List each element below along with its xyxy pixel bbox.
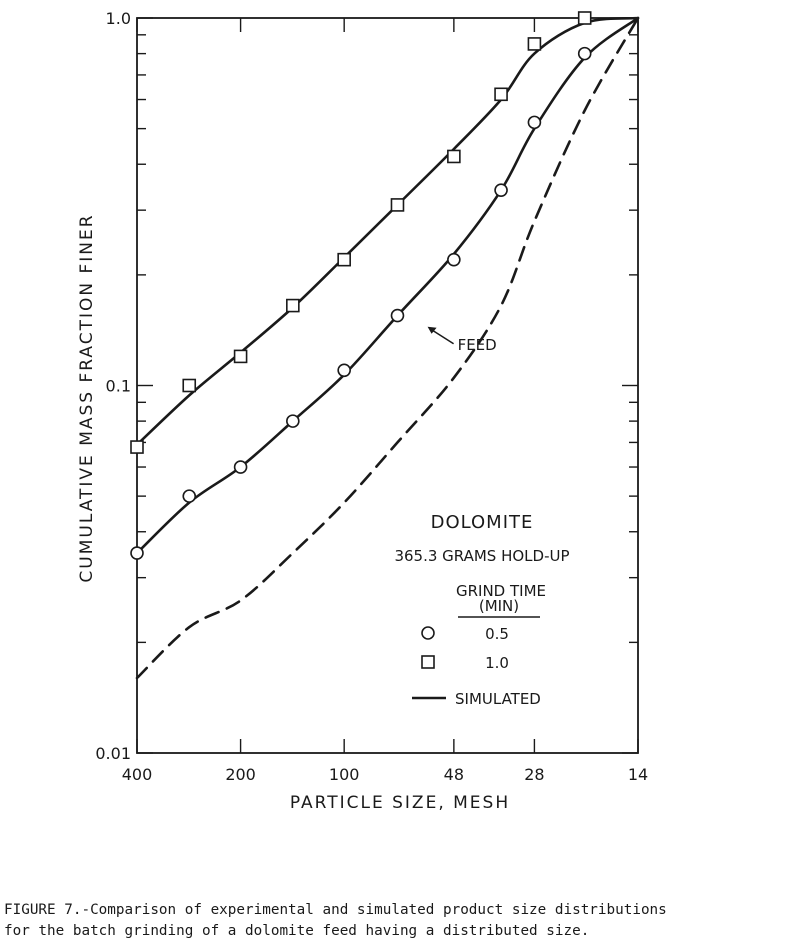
y-axis-title: CUMULATIVE MASS FRACTION FINER bbox=[77, 213, 97, 582]
x-axis-title: PARTICLE SIZE, MESH bbox=[290, 793, 510, 813]
circle-marker bbox=[494, 183, 508, 197]
legend-label: SIMULATED bbox=[455, 690, 541, 708]
square-marker bbox=[447, 149, 461, 164]
chart: 400 200 100 48 28 14 0.01 0.1 1.0 FEED DOLOMITE 3… bbox=[77, 9, 648, 813]
x-tick-label: 14 bbox=[628, 765, 648, 784]
legend-header: GRIND TIME bbox=[456, 582, 546, 600]
simulated-curve-2 bbox=[135, 16, 640, 555]
feed-curve bbox=[135, 16, 640, 680]
circle-marker bbox=[527, 115, 542, 130]
square-marker bbox=[233, 349, 248, 364]
legend-label: 0.5 bbox=[485, 625, 509, 643]
square-marker bbox=[527, 37, 542, 51]
y-tick-label: 1.0 bbox=[106, 9, 131, 28]
plot-border bbox=[136, 17, 639, 754]
square-marker bbox=[494, 87, 508, 102]
circle-marker bbox=[447, 252, 461, 267]
feed-label: FEED bbox=[458, 336, 497, 354]
legend: DOLOMITE 365.3 GRAMS HOLD-UP GRIND TIME(MI… bbox=[394, 512, 569, 708]
x-tick-label: 48 bbox=[444, 765, 464, 784]
square-marker bbox=[337, 252, 351, 267]
circle-marker bbox=[337, 363, 351, 378]
circle-marker bbox=[577, 46, 592, 61]
legend-label: 1.0 bbox=[485, 654, 509, 672]
annotations: FEED bbox=[427, 326, 497, 354]
legend-circle-marker bbox=[421, 626, 435, 640]
tick-labels: 400 200 100 48 28 14 0.01 0.1 1.0 bbox=[95, 9, 648, 784]
caption-line-1: FIGURE 7.-Comparison of experimental and… bbox=[4, 902, 667, 918]
caption-line-2: for the batch grinding of a dolomite fee… bbox=[4, 923, 590, 939]
x-tick-label: 100 bbox=[329, 765, 360, 784]
y-tick-label: 0.01 bbox=[95, 744, 131, 763]
circle-marker bbox=[390, 308, 405, 323]
square-marker bbox=[577, 11, 592, 25]
figure-caption: FIGURE 7.-Comparison of experimental and… bbox=[4, 900, 800, 942]
series-layer bbox=[135, 16, 640, 680]
markers-layer bbox=[130, 11, 592, 560]
x-tick-label: 200 bbox=[225, 765, 256, 784]
square-marker bbox=[390, 198, 405, 212]
circle-marker bbox=[182, 489, 197, 503]
legend-square-marker bbox=[421, 655, 435, 669]
y-tick-label: 0.1 bbox=[106, 377, 131, 396]
legend-subtitle: 365.3 GRAMS HOLD-UP bbox=[394, 547, 569, 565]
x-tick-label: 400 bbox=[122, 765, 153, 784]
legend-units: (MIN) bbox=[479, 597, 519, 615]
circle-marker bbox=[130, 546, 144, 560]
x-tick-label: 28 bbox=[524, 765, 544, 784]
square-marker bbox=[182, 378, 197, 393]
feed-pointer-line bbox=[431, 329, 454, 345]
feed-pointer-arrow bbox=[427, 326, 437, 334]
simulated-curve-3 bbox=[135, 16, 640, 446]
circle-marker bbox=[286, 414, 300, 428]
circle-marker bbox=[233, 460, 248, 474]
square-marker bbox=[286, 298, 300, 313]
square-marker bbox=[130, 440, 144, 454]
legend-title: DOLOMITE bbox=[431, 512, 534, 533]
axis-ticks bbox=[136, 17, 639, 754]
plot-frame bbox=[136, 17, 639, 754]
